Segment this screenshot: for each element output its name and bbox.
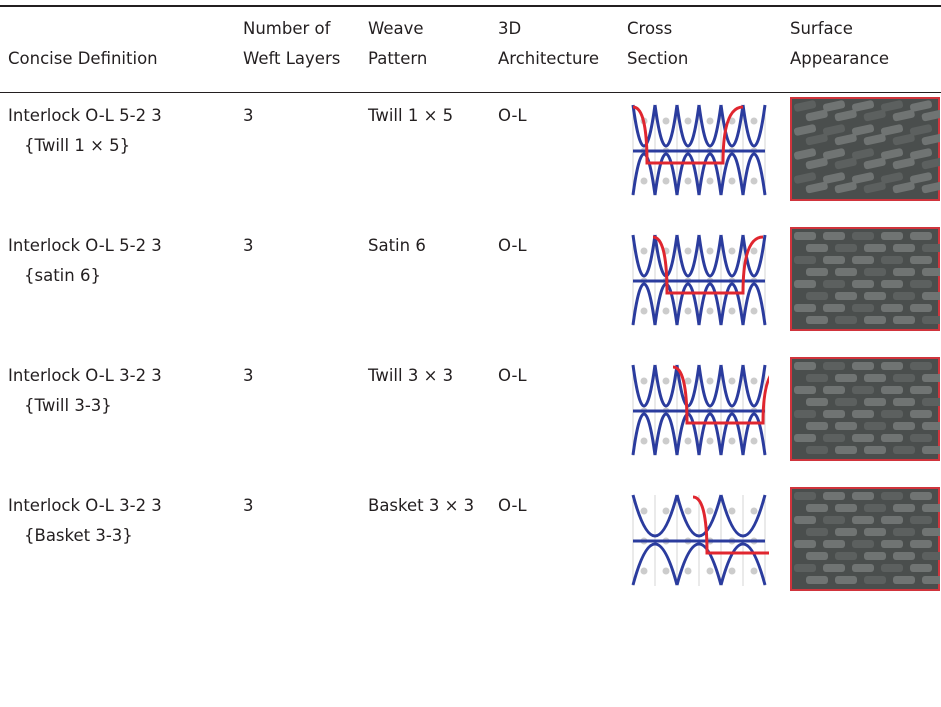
layer-count: 3 xyxy=(243,106,254,125)
surface-image xyxy=(790,97,940,201)
weave-pattern: Twill 1 × 5 xyxy=(368,106,454,125)
definition: Interlock O-L 3-2 3 xyxy=(8,366,162,385)
header-cell: Weave xyxy=(368,19,424,38)
header-cell: Cross xyxy=(627,19,673,38)
definition: {Basket 3-3} xyxy=(24,526,133,545)
architecture: O-L xyxy=(498,106,527,125)
header-cell: Weft Layers xyxy=(243,49,341,68)
definition: Interlock O-L 5-2 3 xyxy=(8,106,162,125)
architecture: O-L xyxy=(498,496,527,515)
architecture: O-L xyxy=(498,366,527,385)
architecture: O-L xyxy=(498,236,527,255)
header-cell: Number of xyxy=(243,19,331,38)
header-cell: Surface xyxy=(790,19,853,38)
layer-count: 3 xyxy=(243,236,254,255)
definition: Interlock O-L 3-2 3 xyxy=(8,496,162,515)
surface-image xyxy=(790,227,940,331)
header-cell: Appearance xyxy=(790,49,890,68)
definition: Interlock O-L 5-2 3 xyxy=(8,236,162,255)
weave-pattern: Twill 3 × 3 xyxy=(368,366,454,385)
layer-count: 3 xyxy=(243,366,254,385)
cross-section-image xyxy=(631,104,767,196)
definition: {satin 6} xyxy=(24,266,101,285)
cross-section-image xyxy=(631,364,769,456)
surface-image xyxy=(790,357,940,461)
definition: {Twill 3-3} xyxy=(24,396,112,415)
header-rule xyxy=(0,92,941,93)
layer-count: 3 xyxy=(243,496,254,515)
header-cell: Section xyxy=(627,49,689,68)
definition: {Twill 1 × 5} xyxy=(24,136,131,155)
top-rule xyxy=(0,5,941,7)
weave-pattern: Satin 6 xyxy=(368,236,426,255)
cross-section-image xyxy=(631,494,769,586)
header-cell: Concise Definition xyxy=(8,49,158,68)
weave-pattern: Basket 3 × 3 xyxy=(368,496,475,515)
surface-image xyxy=(790,487,940,591)
header-cell: 3D xyxy=(498,19,522,38)
header-cell: Architecture xyxy=(498,49,600,68)
header-cell: Pattern xyxy=(368,49,428,68)
cross-section-image xyxy=(631,234,767,326)
